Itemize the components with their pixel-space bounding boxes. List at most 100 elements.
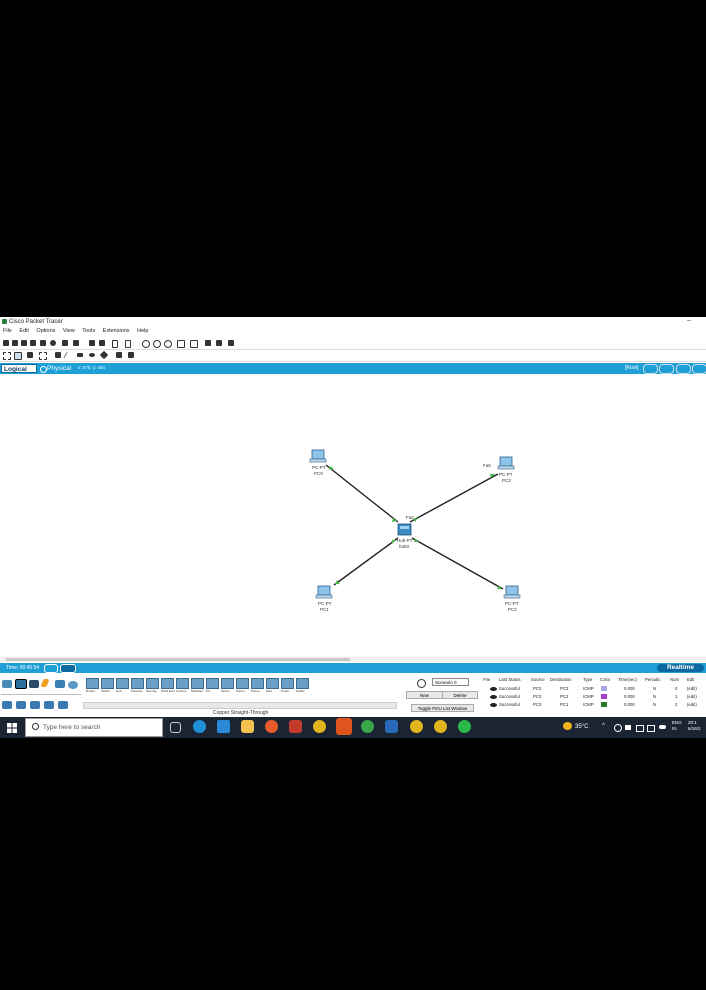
activity-wizard-icon[interactable] <box>40 340 46 346</box>
network-info-icon[interactable] <box>50 340 56 346</box>
menu-view[interactable]: View <box>62 328 75 334</box>
system-clock[interactable]: 20:1 6/16/2 <box>688 720 701 732</box>
task-view-icon[interactable] <box>170 722 181 733</box>
note-icon[interactable] <box>55 352 61 358</box>
chrome-icon[interactable] <box>313 720 326 733</box>
weather-icon[interactable] <box>563 722 572 730</box>
security-subcategory-icon[interactable] <box>58 701 68 709</box>
zoom-reset-icon[interactable] <box>153 340 161 348</box>
palette-icon[interactable] <box>89 340 95 346</box>
battery-icon[interactable] <box>625 725 631 730</box>
wireless-subcategory-icon[interactable] <box>44 701 54 709</box>
minimize-button[interactable]: – <box>687 317 691 324</box>
device-item[interactable] <box>296 678 309 689</box>
table-row[interactable]: Successful PC0 PC3 ICMP 0.000 N 0 (edit) <box>481 685 706 693</box>
logical-workspace[interactable]: PC-PT PC0 Fa0 PC-PT PC3 Fa0 Hub-PT hub0 <box>0 374 706 657</box>
fire-icon[interactable] <box>490 687 497 691</box>
wifi-icon[interactable] <box>636 725 644 732</box>
multiuser-category-icon[interactable] <box>68 681 78 689</box>
network-tray-icon[interactable] <box>614 724 622 732</box>
pdu-icon[interactable] <box>205 340 211 346</box>
office-icon[interactable] <box>289 720 302 733</box>
delete-icon[interactable] <box>27 352 33 358</box>
info-icon[interactable] <box>417 679 426 688</box>
device-item[interactable] <box>176 678 189 689</box>
zoom-out-icon[interactable] <box>164 340 172 348</box>
new-scenario-button[interactable]: New <box>406 691 443 699</box>
device-item[interactable] <box>281 678 294 689</box>
delete-scenario-button[interactable]: Delete <box>442 691 478 699</box>
chrome-profile-2-icon[interactable] <box>434 720 447 733</box>
firefox-icon[interactable] <box>265 720 278 733</box>
resize-icon[interactable] <box>39 352 47 360</box>
components-category-icon[interactable] <box>29 680 39 688</box>
row-edit-link[interactable]: (edit) <box>687 702 697 707</box>
menu-options[interactable]: Options <box>36 328 56 334</box>
device-item[interactable] <box>266 678 279 689</box>
notes-icon[interactable] <box>216 340 222 346</box>
copy-icon[interactable] <box>62 340 68 346</box>
fast-forward-button[interactable] <box>60 664 76 673</box>
menu-file[interactable]: File <box>3 328 12 334</box>
workspace-scrollbar[interactable] <box>0 657 706 662</box>
device-item[interactable] <box>146 678 159 689</box>
viewport-icon[interactable] <box>228 340 234 346</box>
misc-category-icon[interactable] <box>55 680 65 688</box>
end-devices-category-icon[interactable] <box>15 679 27 689</box>
device-item[interactable] <box>251 678 264 689</box>
tab-logical[interactable]: Logical <box>1 364 37 373</box>
temperature-label[interactable]: 35°C <box>575 724 589 730</box>
device-item[interactable] <box>161 678 174 689</box>
fire-icon[interactable] <box>490 703 497 707</box>
device-item[interactable] <box>101 678 114 689</box>
menu-edit[interactable]: Edit <box>19 328 29 334</box>
custom-devices-dialog-icon[interactable] <box>190 340 198 348</box>
realtime-mode-button[interactable]: Realtime <box>657 664 704 672</box>
print-icon[interactable] <box>30 340 36 346</box>
language-indicator[interactable]: ENG IN <box>672 720 682 732</box>
whatsapp-icon[interactable] <box>458 720 471 733</box>
scrollbar-thumb[interactable] <box>6 658 350 661</box>
file-explorer-icon[interactable] <box>241 720 254 733</box>
chrome-profile-icon[interactable] <box>410 720 423 733</box>
undo-icon[interactable] <box>112 340 118 348</box>
switch-subcategory-icon[interactable] <box>16 701 26 709</box>
power-cycle-button[interactable] <box>44 664 58 673</box>
table-row[interactable]: Successful PC0 PC1 ICMP 0.000 N 2 (edit) <box>481 701 706 709</box>
row-edit-link[interactable]: (edit) <box>687 694 697 699</box>
row-edit-link[interactable]: (edit) <box>687 686 697 691</box>
custom-device-icon[interactable] <box>99 340 105 346</box>
device-item[interactable] <box>221 678 234 689</box>
mail-icon[interactable] <box>217 720 230 733</box>
windows-start-icon[interactable] <box>7 723 17 733</box>
new-file-icon[interactable] <box>3 340 9 346</box>
add-simple-pdu-icon[interactable] <box>116 352 122 358</box>
menu-extensions[interactable]: Extensions <box>102 328 130 334</box>
chevron-up-icon[interactable]: ^ <box>602 723 605 729</box>
onedrive-icon[interactable] <box>659 725 666 729</box>
device-item[interactable] <box>236 678 249 689</box>
open-icon[interactable] <box>12 340 18 346</box>
packet-tracer-icon[interactable] <box>336 718 352 735</box>
zoom-in-icon[interactable] <box>142 340 150 348</box>
redo-icon[interactable] <box>125 340 131 348</box>
device-item[interactable] <box>116 678 129 689</box>
move-object-button[interactable] <box>659 364 674 374</box>
paste-icon[interactable] <box>73 340 79 346</box>
root-breadcrumb[interactable]: [Root] <box>625 365 639 371</box>
rectangle-icon[interactable] <box>77 353 83 357</box>
toggle-pdu-list-button[interactable]: Toggle PDU List Window <box>411 704 474 712</box>
router-subcategory-icon[interactable] <box>2 701 12 709</box>
set-tiled-background-button[interactable] <box>676 364 691 374</box>
fire-icon[interactable] <box>490 695 497 699</box>
network-devices-category-icon[interactable] <box>2 680 12 688</box>
add-complex-pdu-icon[interactable] <box>128 352 134 358</box>
save-icon[interactable] <box>21 340 27 346</box>
device-item[interactable] <box>131 678 144 689</box>
screen-recorder-icon[interactable] <box>385 720 398 733</box>
inspect-icon[interactable] <box>14 352 22 360</box>
viewport-button[interactable] <box>692 364 706 374</box>
volume-icon[interactable] <box>647 725 655 732</box>
select-icon[interactable] <box>3 352 11 360</box>
device-item[interactable] <box>191 678 204 689</box>
